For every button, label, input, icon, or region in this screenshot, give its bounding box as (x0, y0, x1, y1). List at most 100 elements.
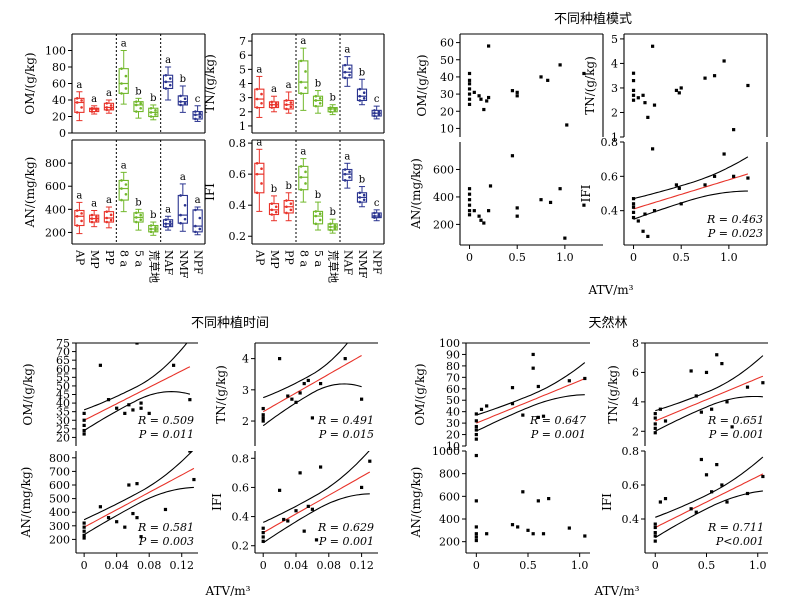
data-point (485, 99, 489, 103)
xtick-label: 0 (473, 559, 480, 572)
box-sample-point (198, 216, 202, 220)
box-body (177, 95, 188, 106)
x-category-label: NPF (192, 250, 205, 275)
box-sample-point (358, 196, 362, 199)
box-body (177, 194, 188, 224)
significance-letter: c (195, 94, 201, 105)
data-point (582, 203, 586, 207)
ytick-label: 60 (52, 78, 66, 91)
box-sample-point (314, 99, 318, 102)
box-sample-point (314, 214, 318, 218)
box-sample-point (373, 211, 376, 215)
xtick-label: 0 (466, 251, 473, 264)
data-point (467, 102, 472, 106)
box-sample-point (377, 113, 381, 116)
box-sample-point (314, 210, 318, 213)
box-sample-point (358, 191, 362, 195)
data-point (663, 419, 668, 423)
significance-letter: a (121, 160, 127, 171)
box-sample-point (135, 110, 138, 113)
data-point (82, 525, 86, 529)
data-point (558, 63, 562, 67)
ytick-label: 200 (439, 536, 460, 549)
box-sample-point (255, 172, 259, 176)
box-sample-point (377, 213, 381, 216)
data-point (474, 538, 478, 543)
data-point (761, 474, 765, 479)
ytick-label: 100 (439, 337, 460, 350)
data-point (82, 418, 86, 422)
data-point (82, 423, 86, 427)
data-point (115, 520, 119, 524)
box-body (268, 203, 280, 216)
data-point (653, 412, 657, 416)
significance-letter: a (76, 80, 82, 91)
xtick-label: 0.04 (104, 559, 129, 572)
ytick-label: 5 (239, 63, 246, 76)
data-point (467, 203, 472, 207)
confidence-band-upper (633, 156, 749, 200)
box-sample-point (120, 67, 123, 70)
data-point (474, 428, 478, 432)
data-point (536, 384, 540, 389)
ytick-label: 10 (446, 440, 460, 453)
box-sample-point (289, 101, 293, 104)
data-point (172, 363, 176, 367)
box-sample-point (135, 100, 138, 103)
box-sample-point (105, 210, 109, 213)
box-body (327, 106, 338, 113)
box-sample-point (260, 92, 263, 96)
box-sample-point (270, 103, 274, 107)
x-category-label: 荒草地 (327, 250, 340, 283)
ytick-label: 2 (632, 425, 639, 438)
data-point (482, 221, 486, 225)
box-sample-point (90, 213, 94, 217)
ytick-label: 0.8 (622, 445, 640, 458)
data-point (653, 525, 657, 530)
data-point (510, 523, 515, 527)
data-point (319, 381, 323, 386)
data-point (730, 425, 734, 429)
box-sample-point (109, 213, 113, 217)
box-sample-point (274, 210, 278, 214)
significance-letter: b (315, 190, 321, 201)
x-category-label: NPF (371, 250, 384, 275)
data-point (310, 507, 314, 511)
xtick-label: 0.5 (519, 559, 537, 572)
data-point (745, 491, 750, 496)
y-axis-label: OM/(g/kg) (415, 54, 429, 116)
data-point (294, 400, 298, 404)
x-category-label: MP (268, 250, 281, 269)
ytick-label: 45 (56, 389, 70, 402)
ytick-label: 800 (45, 157, 66, 170)
data-point (653, 534, 657, 538)
data-point (643, 101, 647, 105)
stat-r-value: R = 0.491 (317, 414, 374, 427)
box-sample-point (299, 59, 303, 63)
ytick-label: 4 (632, 396, 639, 409)
significance-letter: b (359, 175, 365, 186)
ytick-label: 0.6 (622, 479, 640, 492)
data-point (343, 357, 347, 361)
data-point (294, 509, 298, 513)
box-body (133, 101, 144, 113)
x-category-label: NAF (341, 250, 354, 276)
ytick-label: 800 (49, 452, 70, 465)
box-sample-point (154, 113, 157, 116)
box-sample-point (135, 216, 138, 219)
ytick-label: 50 (56, 380, 70, 393)
data-point (515, 206, 519, 210)
box-sample-point (80, 106, 83, 109)
box-sample-point (154, 229, 157, 232)
box-sample-point (179, 103, 182, 107)
significance-letter: b (329, 93, 335, 104)
significance-letter: a (300, 36, 306, 47)
box-sample-point (299, 80, 303, 84)
data-point (646, 115, 650, 119)
confidence-band-upper (655, 456, 764, 518)
xtick-label: 0.5 (672, 251, 690, 264)
box-sample-point (343, 179, 347, 182)
regression-line (262, 355, 362, 413)
data-point (477, 214, 481, 218)
ytick-label: 0.4 (232, 511, 250, 524)
